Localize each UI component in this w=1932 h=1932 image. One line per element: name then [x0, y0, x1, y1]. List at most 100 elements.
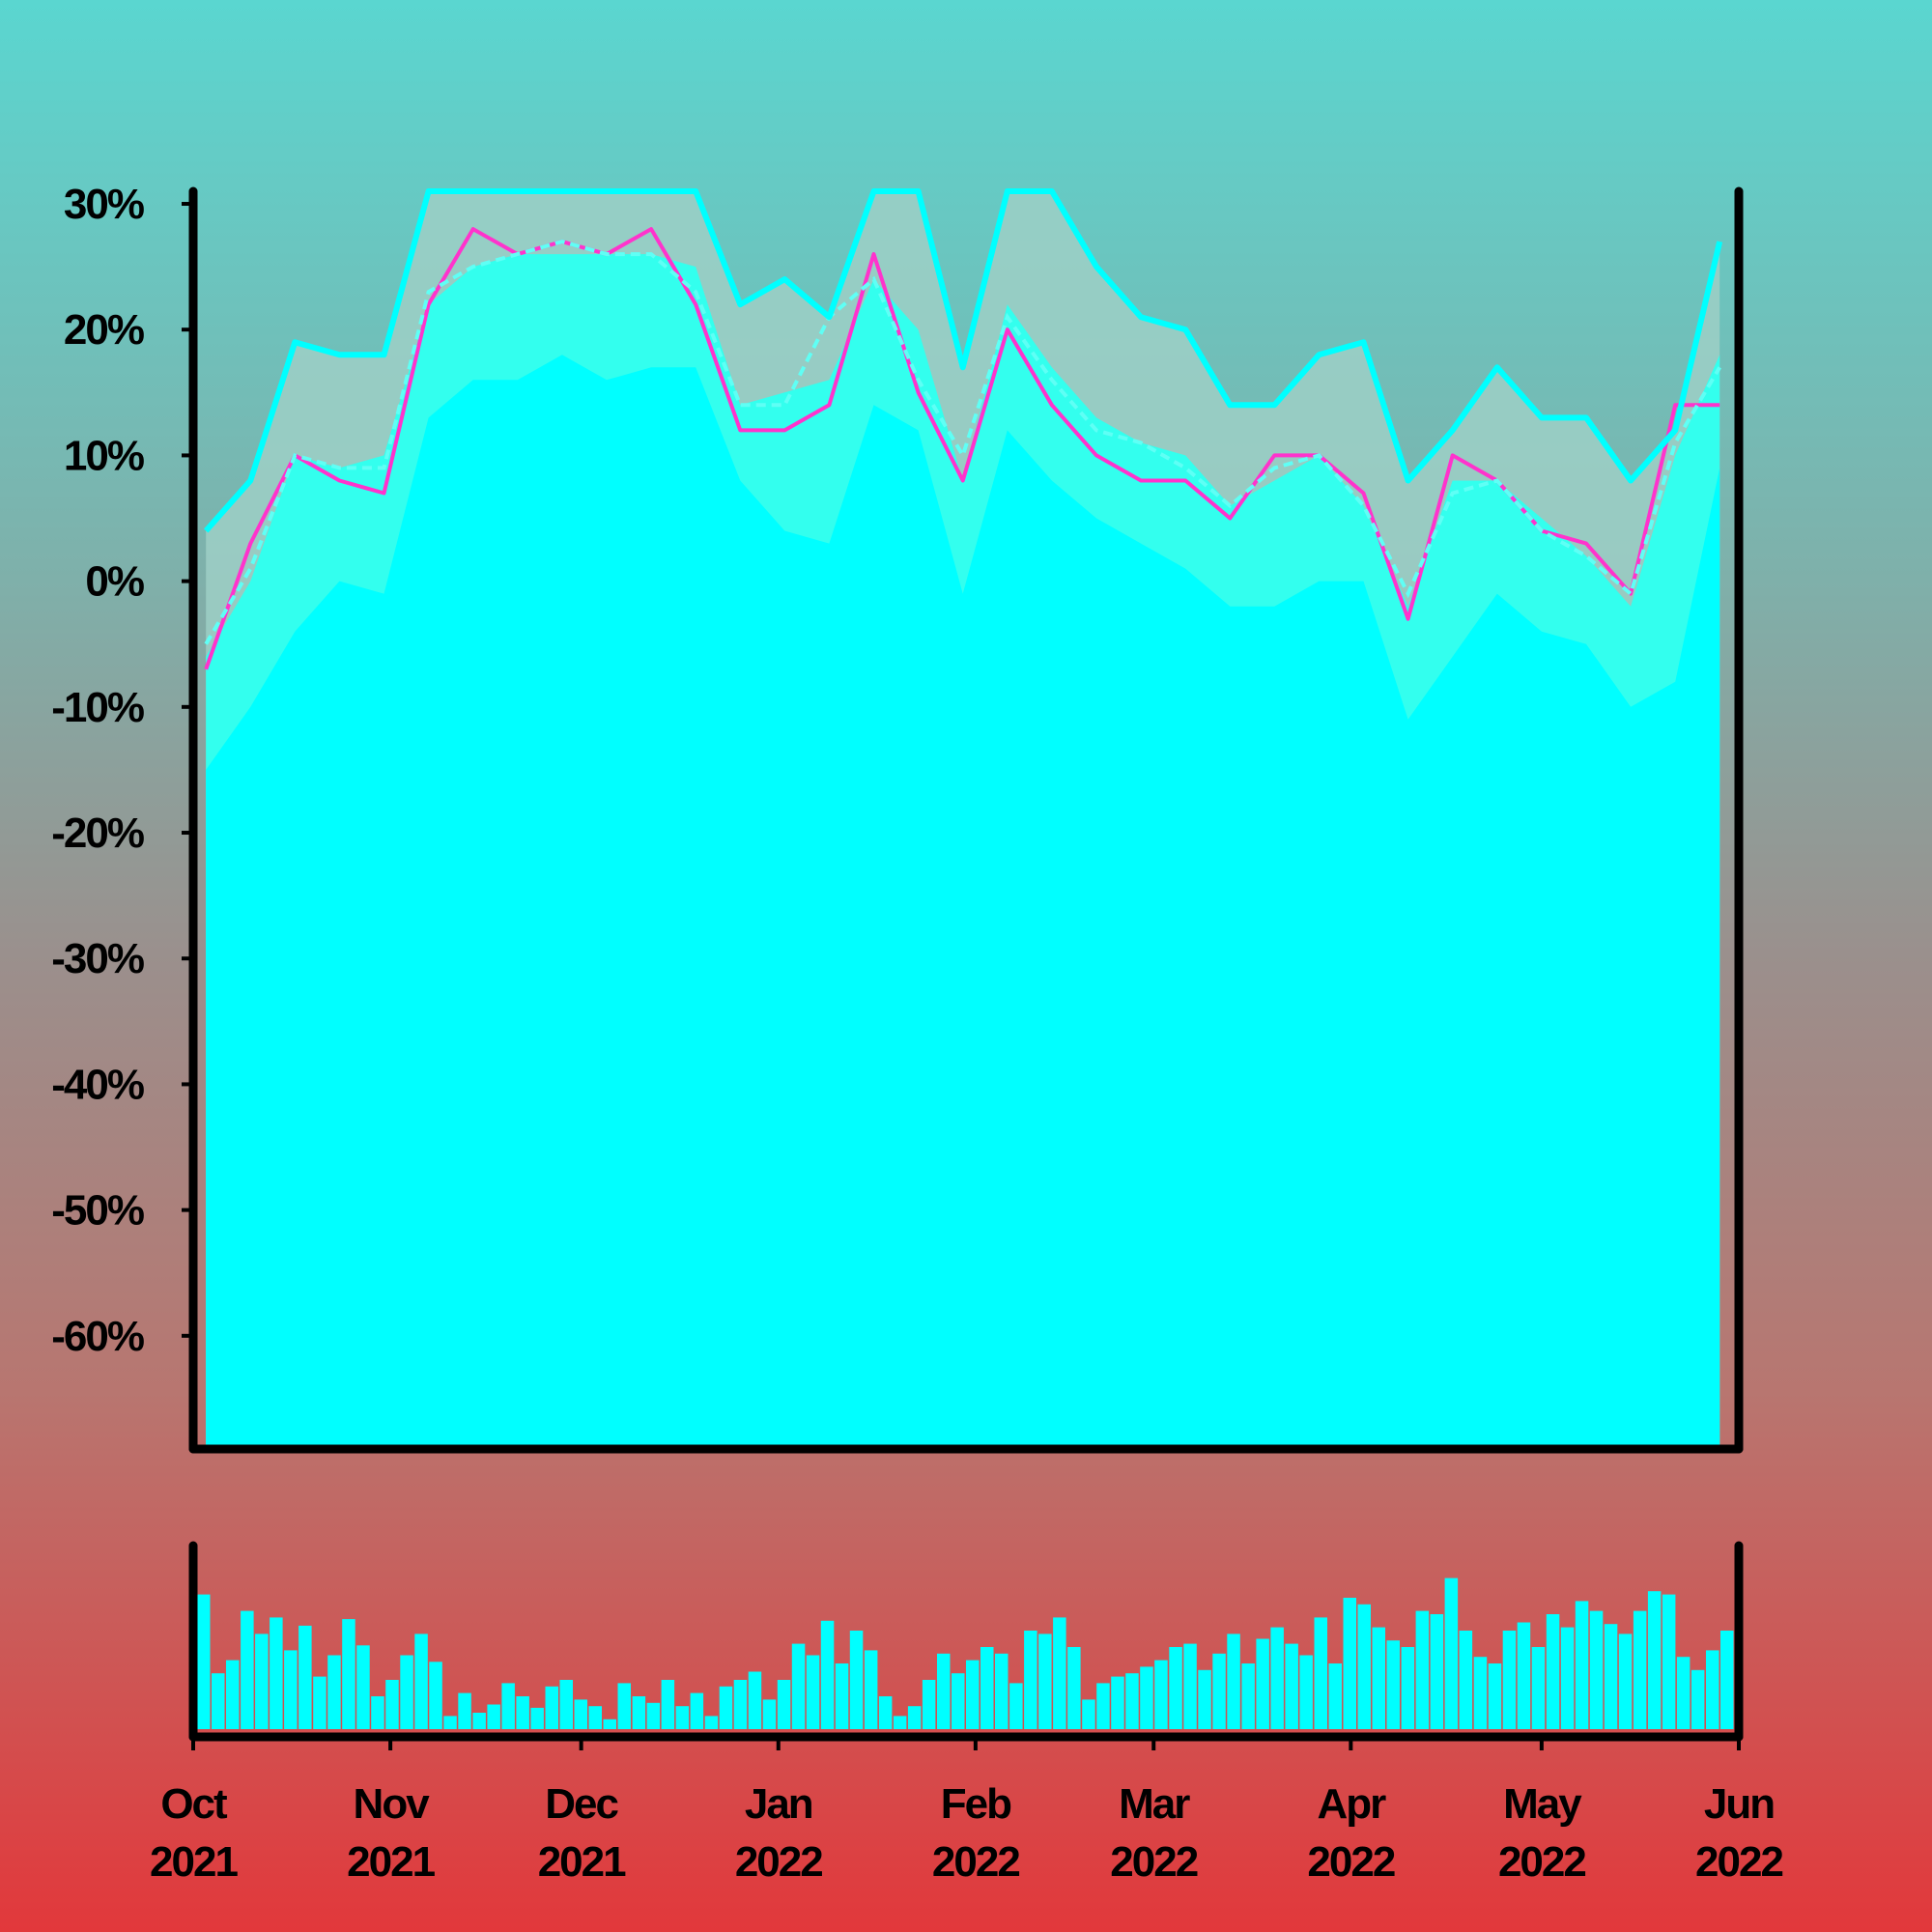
- daily-value-line: [204, 227, 1720, 670]
- volume-bar: [820, 1620, 835, 1729]
- x-tick-year: 2022: [932, 1838, 1019, 1886]
- volume-bar: [1720, 1631, 1734, 1729]
- volume-bar: [1198, 1669, 1211, 1729]
- volume-bar: [1227, 1634, 1240, 1729]
- volume-bar: [632, 1696, 646, 1729]
- volume-bar: [617, 1683, 631, 1729]
- x-tick-month: Jun: [1704, 1780, 1774, 1828]
- volume-bar: [1531, 1647, 1546, 1729]
- volume-bar: [1415, 1610, 1430, 1729]
- volume-bar: [1618, 1634, 1633, 1729]
- volume-bar: [690, 1692, 704, 1729]
- volume-bar: [1096, 1683, 1110, 1729]
- volume-bar: [1270, 1627, 1284, 1729]
- volume-bar: [559, 1680, 573, 1729]
- volume-bar: [791, 1643, 806, 1729]
- volume-bar: [414, 1634, 428, 1729]
- volume-bar: [241, 1610, 254, 1729]
- x-tick-month: Jan: [745, 1780, 812, 1828]
- main-plot-series: [203, 188, 1723, 1450]
- volume-bar: [719, 1686, 733, 1729]
- volume-bar: [952, 1673, 965, 1729]
- volume-bar: [835, 1663, 849, 1729]
- volume-bar: [1401, 1647, 1415, 1729]
- x-tick-year: 2022: [735, 1838, 822, 1886]
- x-tick-month: Dec: [545, 1780, 618, 1828]
- volume-bar: [675, 1706, 690, 1729]
- volume-bar: [1575, 1601, 1589, 1729]
- volume-bar: [1430, 1614, 1444, 1729]
- volume-bar: [1372, 1627, 1385, 1729]
- volume-bar: [458, 1692, 471, 1729]
- x-tick-month: Oct: [160, 1780, 228, 1828]
- volume-bar: [762, 1699, 777, 1729]
- upper-band-line: [203, 188, 1723, 533]
- volume-bar: [1488, 1663, 1502, 1729]
- volume-bar: [777, 1680, 791, 1729]
- volume-bar: [284, 1650, 298, 1729]
- lower-band-area: [206, 355, 1720, 1449]
- y-tick-label: -20%: [51, 810, 144, 857]
- volume-bar: [385, 1680, 399, 1729]
- volume-bar: [1111, 1676, 1124, 1729]
- y-tick-label: 30%: [64, 181, 144, 228]
- volume-bar: [501, 1683, 515, 1729]
- y-tick-label: -10%: [51, 684, 144, 731]
- volume-bar: [1502, 1631, 1517, 1729]
- y-tick-label: -50%: [51, 1187, 144, 1235]
- y-tick-label: -30%: [51, 935, 144, 982]
- volume-bar: [1009, 1683, 1023, 1729]
- volume-bar: [472, 1713, 486, 1729]
- x-tick-month: May: [1503, 1780, 1582, 1828]
- volume-bar: [907, 1706, 922, 1729]
- volume-bar: [1125, 1673, 1139, 1729]
- volume-bar: [298, 1625, 312, 1729]
- volume-bar: [1662, 1594, 1676, 1729]
- volume-bar: [1285, 1643, 1298, 1729]
- volume-bar: [1343, 1598, 1356, 1729]
- volume-bar: [443, 1716, 457, 1729]
- volume-bars: [197, 1577, 1734, 1729]
- volume-bar: [980, 1647, 994, 1729]
- y-tick-label: 0%: [85, 558, 143, 606]
- volume-bar: [893, 1716, 907, 1729]
- moving-average-line: [204, 240, 1721, 645]
- volume-bar: [1546, 1614, 1560, 1729]
- y-tick-label: 20%: [64, 306, 144, 354]
- volume-bar: [1154, 1660, 1168, 1729]
- volume-bar: [995, 1653, 1009, 1729]
- volume-bar: [1357, 1604, 1371, 1729]
- volume-bar: [864, 1650, 878, 1729]
- y-tick-label: -60%: [51, 1313, 144, 1360]
- x-tick-month: Feb: [941, 1780, 1011, 1828]
- volume-bar: [588, 1706, 602, 1729]
- volume-bar: [1517, 1622, 1531, 1729]
- volume-bar: [748, 1671, 762, 1729]
- volume-bar: [1706, 1650, 1719, 1729]
- volume-bar: [197, 1594, 211, 1729]
- volume-bar: [806, 1655, 820, 1729]
- volume-bar: [1589, 1610, 1604, 1729]
- volume-bar: [1647, 1591, 1662, 1729]
- volume-bar: [342, 1619, 355, 1729]
- x-tick-year: 2021: [538, 1838, 626, 1886]
- volume-bar: [849, 1631, 864, 1729]
- x-tick-year: 2022: [1307, 1838, 1394, 1886]
- y-tick-label: -40%: [51, 1061, 144, 1108]
- x-tick-year: 2021: [347, 1838, 435, 1886]
- axes: [182, 186, 1744, 1750]
- volume-bar: [270, 1617, 283, 1729]
- x-tick-year: 2022: [1695, 1838, 1782, 1886]
- volume-bar: [1140, 1666, 1153, 1729]
- x-tick-month: Apr: [1317, 1780, 1386, 1828]
- volume-bar: [1082, 1699, 1095, 1729]
- x-tick-year: 2022: [1498, 1838, 1585, 1886]
- volume-bar: [922, 1680, 936, 1729]
- x-tick-year: 2022: [1110, 1838, 1197, 1886]
- volume-bar: [1386, 1640, 1400, 1729]
- volume-bar: [1444, 1577, 1459, 1729]
- volume-bar: [1633, 1610, 1647, 1729]
- volume-bar: [603, 1719, 616, 1729]
- volume-bar: [1314, 1617, 1327, 1729]
